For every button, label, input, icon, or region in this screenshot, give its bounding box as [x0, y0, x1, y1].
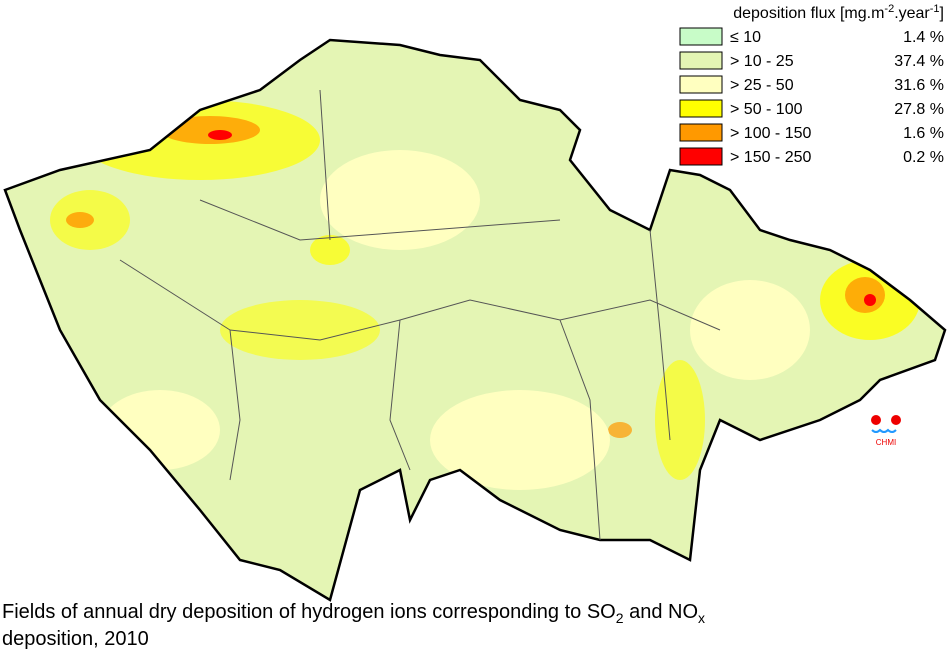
legend: deposition flux [mg.m-2.year-1] ≤ 10 1.4 … — [679, 3, 944, 166]
logo-text: CHMI — [876, 438, 896, 447]
legend-share: 0.2 % — [903, 149, 944, 166]
map — [3, 38, 947, 602]
legend-label: > 50 - 100 — [730, 101, 803, 118]
caption-line-1: Fields of annual dry deposition of hydro… — [2, 601, 705, 626]
caption-line-2: deposition, 2010 — [2, 628, 149, 650]
legend-swatch — [679, 123, 723, 142]
legend-swatch — [679, 75, 723, 94]
legend-swatch — [679, 51, 723, 70]
legend-swatch — [679, 147, 723, 166]
district-borders — [119, 89, 721, 541]
legend-label: > 100 - 150 — [730, 125, 812, 142]
legend-swatch — [679, 27, 723, 46]
legend-label: > 10 - 25 — [730, 53, 794, 70]
legend-label: > 25 - 50 — [730, 77, 794, 94]
logo: CHMI — [871, 415, 901, 447]
legend-share: 31.6 % — [894, 77, 944, 94]
legend-label: > 150 - 250 — [730, 149, 812, 166]
legend-share: 1.6 % — [903, 125, 944, 142]
legend-title: deposition flux [mg.m-2.year-1] — [733, 3, 944, 22]
deposition-field — [50, 100, 920, 490]
legend-swatch — [679, 99, 723, 118]
legend-share: 37.4 % — [894, 53, 944, 70]
legend-label: ≤ 10 — [730, 29, 761, 46]
legend-share: 27.8 % — [894, 101, 944, 118]
legend-share: 1.4 % — [903, 29, 944, 46]
